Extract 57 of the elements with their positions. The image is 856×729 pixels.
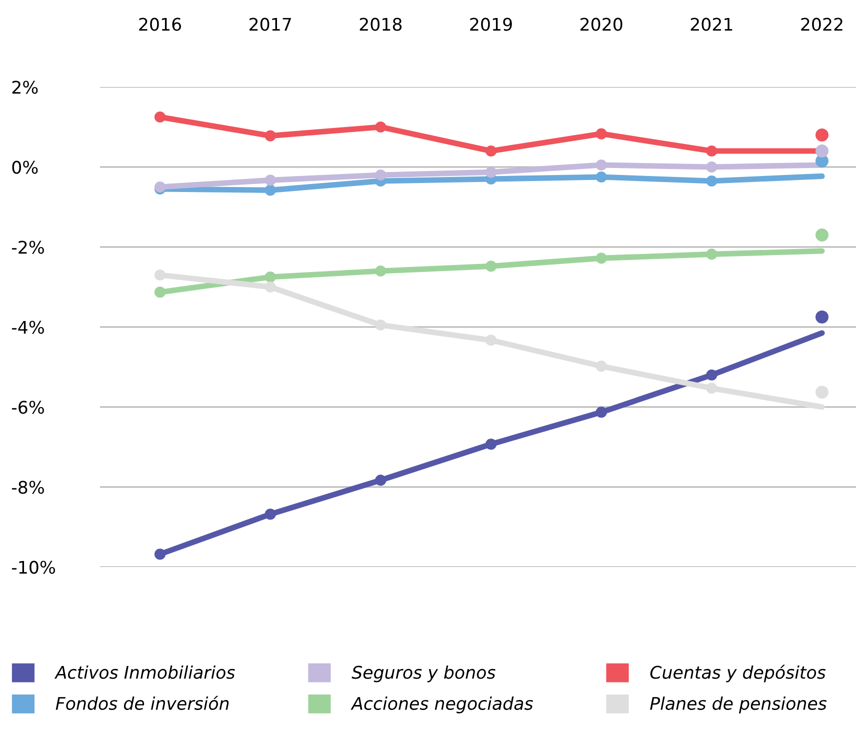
- legend-label: Planes de pensiones: [650, 696, 827, 714]
- point: [706, 145, 718, 157]
- point: [485, 166, 497, 178]
- point: [485, 438, 497, 450]
- y-tick-label: -8%: [12, 480, 44, 494]
- point: [264, 271, 276, 283]
- point: [815, 386, 828, 399]
- point: [815, 144, 828, 158]
- legend-label: Cuentas y depósitos: [650, 664, 826, 682]
- point: [264, 174, 276, 186]
- point: [815, 128, 828, 142]
- point: [375, 319, 386, 331]
- y-tick-label: -6%: [12, 400, 44, 414]
- legend-label: Seguros y bonos: [352, 665, 496, 682]
- point: [264, 508, 276, 520]
- legend-label: Activos Inmobiliarios: [54, 665, 235, 679]
- point: [375, 169, 386, 181]
- point: [596, 171, 607, 183]
- point: [154, 548, 166, 560]
- x-tick-label: 2017: [250, 18, 291, 31]
- point: [596, 360, 607, 372]
- y-tick-label: -10%: [12, 560, 56, 574]
- x-tick-label: 2018: [360, 18, 402, 31]
- point: [264, 184, 276, 196]
- point: [815, 310, 828, 324]
- point: [485, 334, 497, 346]
- x-tick-label: 2021: [690, 18, 732, 31]
- y-tick-label: 2%: [12, 80, 38, 94]
- point: [264, 281, 276, 293]
- point: [154, 111, 166, 123]
- point: [706, 248, 718, 260]
- legend-label: Fondos de inversión: [56, 696, 229, 710]
- point: [485, 260, 497, 272]
- point: [815, 228, 828, 242]
- point: [375, 265, 386, 277]
- x-tick-label: 2019: [470, 18, 512, 31]
- point: [596, 406, 607, 418]
- point: [154, 269, 166, 281]
- point: [375, 121, 386, 133]
- x-tick-label: 2016: [139, 18, 182, 31]
- y-tick-label: -4%: [12, 320, 44, 334]
- x-tick-label: 2020: [580, 18, 622, 31]
- point: [706, 369, 718, 381]
- point: [485, 145, 497, 157]
- point: [154, 286, 166, 298]
- point: [264, 130, 276, 142]
- point: [375, 474, 386, 486]
- point: [596, 252, 607, 264]
- point: [596, 159, 607, 171]
- y-tick-label: 0%: [12, 160, 38, 174]
- point: [706, 382, 718, 394]
- point: [706, 161, 718, 173]
- point: [596, 128, 607, 140]
- y-tick-label: -2%: [12, 240, 44, 254]
- point: [706, 175, 718, 187]
- x-tick-label: 2022: [801, 18, 842, 31]
- legend-label: Acciones negociadas: [350, 696, 533, 714]
